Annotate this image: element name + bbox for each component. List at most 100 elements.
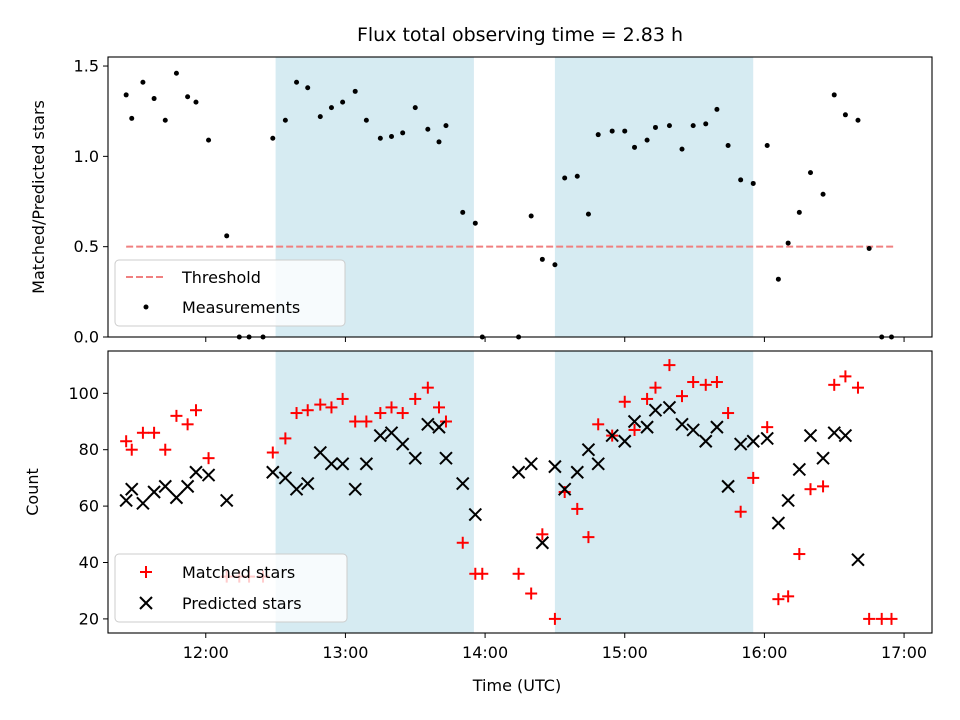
matched-star-point [409,392,422,405]
measurement-point [679,146,685,152]
measurement-point [206,137,212,143]
matched-star-point [804,483,817,496]
measurement-point [632,144,638,150]
predicted-star-point [591,457,605,471]
measurement-point [703,121,709,127]
predicted-star-point [733,437,748,451]
measurement-point [328,105,334,111]
y-tick-label: 60 [79,497,99,516]
measurement-point [270,135,276,141]
measurement-point [436,139,442,145]
y-tick-label: 40 [79,553,99,572]
y-tick-label: 0.0 [74,328,99,347]
predicted-star-point [180,479,195,494]
predicted-star-point [348,482,362,496]
matched-star-point [839,370,852,383]
measurement-point [224,233,230,239]
predicted-star-point [158,479,172,494]
measurement-point [738,177,744,183]
measurement-point [352,88,358,94]
matched-star-point [396,407,409,420]
predicted-star-point [324,457,339,471]
matched-star-point [314,398,327,411]
measurement-point [785,240,791,246]
matched-star-point [125,443,138,456]
matched-star-point [676,390,689,403]
legend-matched-marker [140,566,152,578]
matched-star-point [536,528,549,541]
matched-star-point [512,567,525,580]
legend-predicted-label: Predicted stars [182,594,302,613]
x-tick-label: 12:00 [183,643,229,662]
matched-star-point [618,395,631,408]
measurement-point [412,105,418,111]
matched-star-point [120,435,133,448]
measurement-point [652,124,658,130]
matched-star-point [456,536,469,549]
measurement-point [443,123,449,129]
x-tick-label: 13:00 [322,643,368,662]
measurement-point [831,92,837,98]
bottom-legend-box [114,553,348,623]
predicted-star-point [169,490,184,505]
measurement-point [377,135,383,141]
predicted-star-point [548,459,562,474]
measurement-point [775,276,781,282]
measurement-point [796,209,802,215]
top-panel-frame [107,56,933,338]
matched-star-point [628,423,641,436]
measurement-point [574,173,580,179]
predicted-star-point [395,437,410,451]
matched-star-point [476,567,489,580]
matched-star-point [181,418,194,431]
y-tick-label: 100 [68,384,99,403]
measurement-point [528,213,534,219]
top-panel-x-ticks [205,337,905,342]
predicted-star-point [220,493,234,508]
predicted-star-point [266,465,280,479]
predicted-star-point [838,428,853,443]
matched-star-point [136,426,149,439]
x-tick-label: 16:00 [741,643,787,662]
predicted-star-point [301,476,315,491]
matched-star-point [699,378,712,391]
predicted-star-point [771,516,786,530]
matched-star-point [385,401,398,414]
predicted-star-point [710,420,724,434]
legend-measurements-label: Measurements [182,298,300,317]
predicted-star-point [792,462,807,477]
matched-star-point [548,612,561,625]
predicted-star-point [439,451,453,465]
predicted-star-point [421,417,435,432]
matched-star-point [828,378,841,391]
measurement-point [162,117,168,123]
predicted-star-point [648,403,663,417]
matched-star-point [710,376,723,389]
predicted-star-point [136,496,150,510]
x-axis-label: Time (UTC) [472,676,561,695]
matched-star-point [290,407,303,420]
y-tick-label: 80 [79,440,99,459]
measurement-point [562,175,568,181]
predicted-star-point [557,482,572,496]
measurement-point [644,137,650,143]
predicted-star-point [468,507,483,522]
bottom-legend: Matched stars Predicted stars [114,553,348,623]
measurement-point [539,256,545,262]
predicted-star-point [335,457,350,471]
predicted-star-point [432,420,446,434]
matched-star-point [374,407,387,420]
predicted-star-point [125,482,139,496]
predicted-star-point [278,471,293,485]
predicted-star-point [119,493,133,508]
measurement-point [185,94,191,100]
measurement-point [294,79,300,85]
top-panel-marks [123,70,895,340]
matched-star-point [325,401,338,414]
matched-star-point [772,593,785,606]
chart-title: Flux total observing time = 2.83 h [357,24,683,46]
predicted-star-point [686,423,700,437]
matched-star-point [159,443,172,456]
matched-star-point [722,407,735,420]
matched-star-point [360,415,373,428]
